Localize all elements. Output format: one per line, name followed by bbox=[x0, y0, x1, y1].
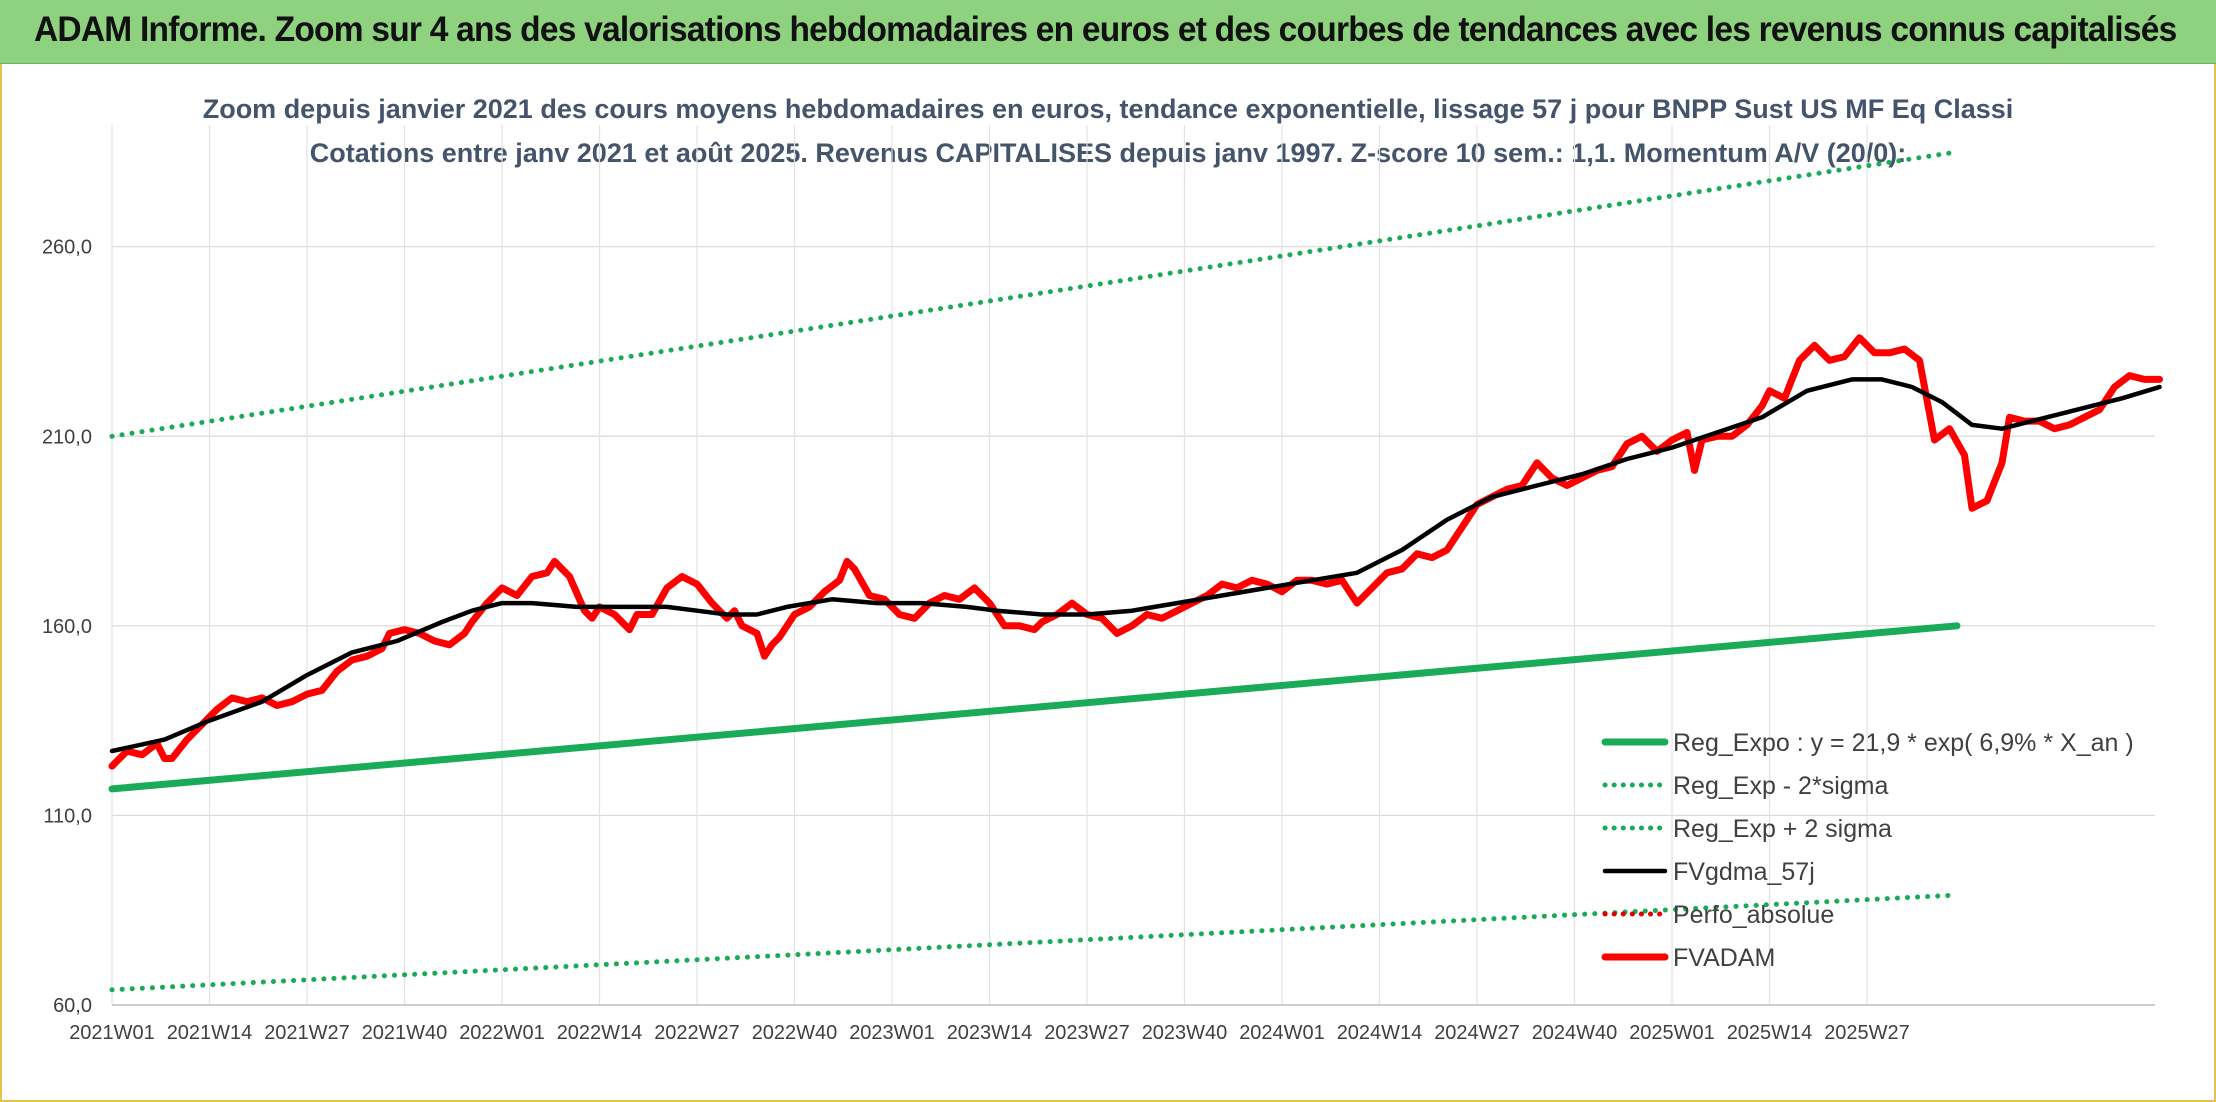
legend-label: Reg_Exp - 2*sigma bbox=[1673, 772, 1888, 800]
chart-subtitle-1: Zoom depuis janvier 2021 des cours moyen… bbox=[203, 94, 2014, 124]
title-banner: ADAM Informe. Zoom sur 4 ans des valoris… bbox=[0, 0, 2216, 64]
plot-area bbox=[108, 149, 2163, 993]
x-axis: 2021W01 2021W14 2021W27 2021W40 2022W01 2022W… bbox=[69, 1004, 2155, 1044]
x-tick-label: 2021W40 bbox=[362, 1022, 448, 1044]
y-tick-label: 110,0 bbox=[43, 805, 92, 827]
x-tick-label: 2022W14 bbox=[557, 1022, 643, 1044]
legend-label: FVADAM bbox=[1673, 944, 1775, 972]
x-tick-label: 2023W14 bbox=[947, 1022, 1033, 1044]
y-tick-label: 60,0 bbox=[53, 995, 92, 1017]
x-tick-label: 2025W01 bbox=[1629, 1022, 1715, 1044]
x-tick-label: 2025W14 bbox=[1727, 1022, 1813, 1044]
y-tick-label: 160,0 bbox=[42, 616, 92, 638]
x-tick-label: 2022W01 bbox=[459, 1022, 545, 1044]
report-title: ADAM Informe. Zoom sur 4 ans des valoris… bbox=[34, 10, 2177, 49]
x-tick-label: 2021W14 bbox=[167, 1022, 253, 1044]
y-axis: 60,0 110,0 160,0 210,0 260,0 bbox=[42, 237, 92, 1017]
x-tick-label: 2024W27 bbox=[1434, 1022, 1520, 1044]
x-tick-label: 2024W14 bbox=[1337, 1022, 1423, 1044]
series-line-reg-exp-2-sigma bbox=[109, 149, 1960, 439]
legend: Reg_Expo : y = 21,9 * exp( 6,9% * X_an )… bbox=[1601, 729, 2134, 972]
x-tick-label: 2022W40 bbox=[752, 1022, 838, 1044]
x-tick-label: 2025W27 bbox=[1824, 1022, 1910, 1044]
legend-label: Reg_Expo : y = 21,9 * exp( 6,9% * X_an ) bbox=[1673, 729, 2134, 757]
chart-subtitle-2: Cotations entre janv 2021 et août 2025. … bbox=[310, 138, 1907, 168]
series-line-reg-expo-y-21-9-exp-6-9-x-an bbox=[108, 622, 1961, 793]
x-tick-label: 2022W27 bbox=[654, 1022, 740, 1044]
legend-label: Perfo_absolue bbox=[1673, 901, 1834, 929]
x-tick-label: 2024W01 bbox=[1239, 1022, 1325, 1044]
legend-label: FVgdma_57j bbox=[1673, 858, 1815, 886]
series-line-fvadam bbox=[108, 334, 2163, 770]
x-tick-label: 2023W40 bbox=[1142, 1022, 1228, 1044]
grid bbox=[111, 125, 2155, 1006]
y-tick-label: 260,0 bbox=[42, 237, 92, 259]
x-tick-label: 2024W40 bbox=[1532, 1022, 1618, 1044]
series-line-fvgdma-57j bbox=[109, 377, 2162, 754]
x-tick-label: 2021W27 bbox=[264, 1022, 350, 1044]
legend-label: Reg_Exp + 2 sigma bbox=[1673, 815, 1892, 843]
y-tick-label: 210,0 bbox=[42, 426, 92, 448]
x-tick-label: 2021W01 bbox=[69, 1022, 155, 1044]
x-tick-label: 2023W27 bbox=[1044, 1022, 1130, 1044]
x-tick-label: 2023W01 bbox=[849, 1022, 935, 1044]
